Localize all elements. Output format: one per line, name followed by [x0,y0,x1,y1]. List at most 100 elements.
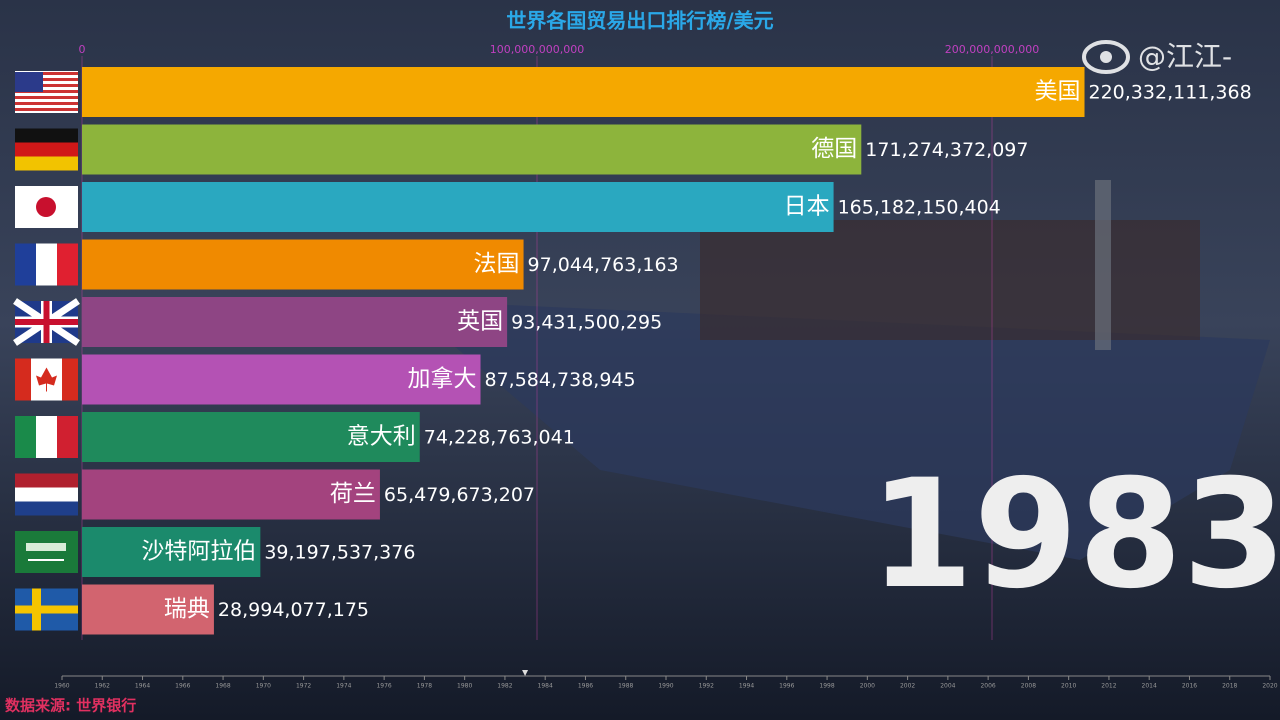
flag [15,243,78,286]
timeline-tick-label: 1996 [779,683,794,690]
value-label: 28,994,077,175 [218,599,369,621]
timeline-tick-label: 1974 [336,683,351,690]
flag [15,71,78,113]
flag-bg [15,531,78,573]
bar [82,527,261,577]
timeline-tick-label: 1994 [739,683,754,690]
flag-stripe [15,102,78,105]
timeline-tick-label: 2000 [860,683,875,690]
timeline-tick-label: 1984 [538,683,553,690]
timeline-tick-label: 1970 [256,683,271,690]
value-label: 165,182,150,404 [838,197,1001,219]
bar [82,469,380,520]
flag-leaf [36,367,57,392]
category-label: 法国 [474,251,520,277]
flag-stripe [15,487,78,502]
flag-stripe [15,128,78,143]
timeline-tick-label: 1966 [175,683,190,690]
category-label: 荷兰 [330,481,376,507]
flag-stripe [57,243,78,286]
flag-stripe [15,156,78,171]
source: 数据来源: 世界银行 [5,697,136,715]
value-label: 87,584,738,945 [485,369,636,391]
flag-stripe [15,96,78,99]
timeline-tick-label: 1972 [296,683,311,690]
timeline-tick-label: 2002 [900,683,915,690]
flag [15,531,78,573]
flag [15,128,78,171]
value-label: 65,479,673,207 [384,484,535,506]
x-tick-label: 200,000,000,000 [945,43,1039,56]
timeline-tick-label: 1962 [95,683,110,690]
year-label: 1983 [869,448,1280,622]
flag [15,416,78,458]
category-label: 瑞典 [164,596,210,622]
timeline-tick-label: 1988 [618,683,633,690]
timeline-tick-label: 2012 [1101,683,1116,690]
timeline-tick-label: 2004 [940,683,955,690]
timeline-tick-label: 2010 [1061,683,1076,690]
flag-script [26,543,66,551]
flag-sword [28,559,64,561]
category-label: 加拿大 [408,365,477,392]
category-label: 意大利 [347,424,416,450]
flag-stripe [15,84,78,87]
flag [13,298,80,346]
x-tick-label: 0 [79,43,86,56]
flag-stripe [57,416,78,458]
bar [82,182,834,232]
timeline-tick-label: 1992 [699,683,714,690]
flag-stripe [15,473,78,488]
bar [82,297,508,347]
value-label: 93,431,500,295 [511,312,662,334]
category-label: 英国 [457,309,503,335]
flag-stripe [15,108,78,111]
flag [15,473,78,516]
flag [15,358,78,401]
value-label: 97,044,763,163 [528,254,679,276]
flag-stripe [15,78,78,81]
timeline-tick-label: 1968 [215,683,230,690]
value-label: 39,197,537,376 [264,542,415,564]
flag-stripe [36,243,57,286]
timeline-tick-label: 1998 [819,683,834,690]
flag-stripe [15,416,36,458]
bar [82,354,481,405]
timeline-tick-label: 2018 [1222,683,1237,690]
flag-cross [15,301,78,343]
ship-hull [400,300,1270,560]
flag-stripe [15,501,78,516]
ship-mast [1095,180,1111,350]
timeline-tick-label: 1960 [54,683,69,690]
category-label: 日本 [784,194,830,220]
timeline-tick-label: 1980 [457,683,472,690]
watermark: @江江- [1082,40,1232,74]
flag-band [62,358,78,401]
value-label: 171,274,372,097 [865,139,1028,161]
flag-stripe [36,416,57,458]
timeline-tick-label: 1982 [497,683,512,690]
bar [82,67,1085,117]
timeline-tick-label: 2020 [1262,683,1277,690]
watermark-text: @江江- [1138,40,1232,73]
timeline-marker [522,670,529,676]
bar [82,412,420,462]
bar [82,584,214,635]
chart-title: 世界各国贸易出口排行榜/美元 [506,9,773,33]
flag [15,186,78,228]
value-label: 220,332,111,368 [1089,82,1252,104]
category-label: 德国 [811,136,857,162]
timeline-tick-label: 2008 [1021,683,1036,690]
bar [82,124,862,175]
flag-stripe [15,90,78,93]
category-label: 沙特阿拉伯 [141,539,256,565]
timeline-tick-label: 2006 [980,683,995,690]
flag-stripe [15,72,78,75]
category-label: 美国 [1035,79,1081,105]
value-label: 74,228,763,041 [424,427,575,449]
timeline-tick-label: 1964 [135,683,150,690]
flag [15,588,78,631]
flag-stripe [15,243,36,286]
flag-cross [15,605,78,614]
